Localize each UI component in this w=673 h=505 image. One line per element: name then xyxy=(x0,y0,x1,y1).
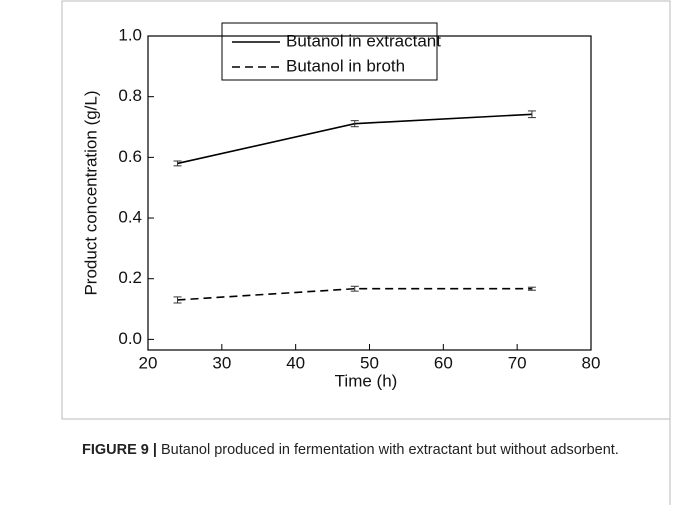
error-bar xyxy=(173,160,182,167)
y-tick-label: 0.0 xyxy=(118,329,142,348)
error-bar xyxy=(527,286,536,291)
series-line xyxy=(177,287,532,301)
y-axis-title: Product concentration (g/L) xyxy=(81,90,100,295)
x-tick-label: 70 xyxy=(508,353,527,372)
y-tick-label: 0.4 xyxy=(118,208,142,227)
x-tick-label: 60 xyxy=(434,353,453,372)
figure-frame xyxy=(61,0,671,420)
legend-label: Butanol in broth xyxy=(286,56,405,75)
x-tick-label: 30 xyxy=(212,353,231,372)
error-bar xyxy=(350,120,359,128)
caption-label: FIGURE 9 | xyxy=(82,442,157,458)
plot-frame xyxy=(147,35,592,351)
y-tick-label: 0.8 xyxy=(118,86,142,105)
x-tick-label: 80 xyxy=(582,353,601,372)
error-bar xyxy=(350,285,359,292)
y-tick-label: 0.6 xyxy=(118,147,142,166)
x-tick-label: 20 xyxy=(139,353,158,372)
x-tick-label: 40 xyxy=(286,353,305,372)
y-tick-label: 1.0 xyxy=(118,25,142,44)
error-bar xyxy=(527,110,536,119)
legend-box xyxy=(221,22,438,81)
legend-label: Butanol in extractant xyxy=(286,31,441,50)
x-tick-label: 50 xyxy=(360,353,379,372)
caption-text: Butanol produced in fermentation with ex… xyxy=(161,442,619,458)
caption: FIGURE 9 | Butanol produced in fermentat… xyxy=(82,438,652,462)
x-axis-title: Time (h) xyxy=(335,371,398,390)
legend: Butanol in extractant Butanol in broth xyxy=(221,22,441,81)
error-bar xyxy=(173,296,182,304)
y-tick-label: 0.2 xyxy=(118,268,142,287)
